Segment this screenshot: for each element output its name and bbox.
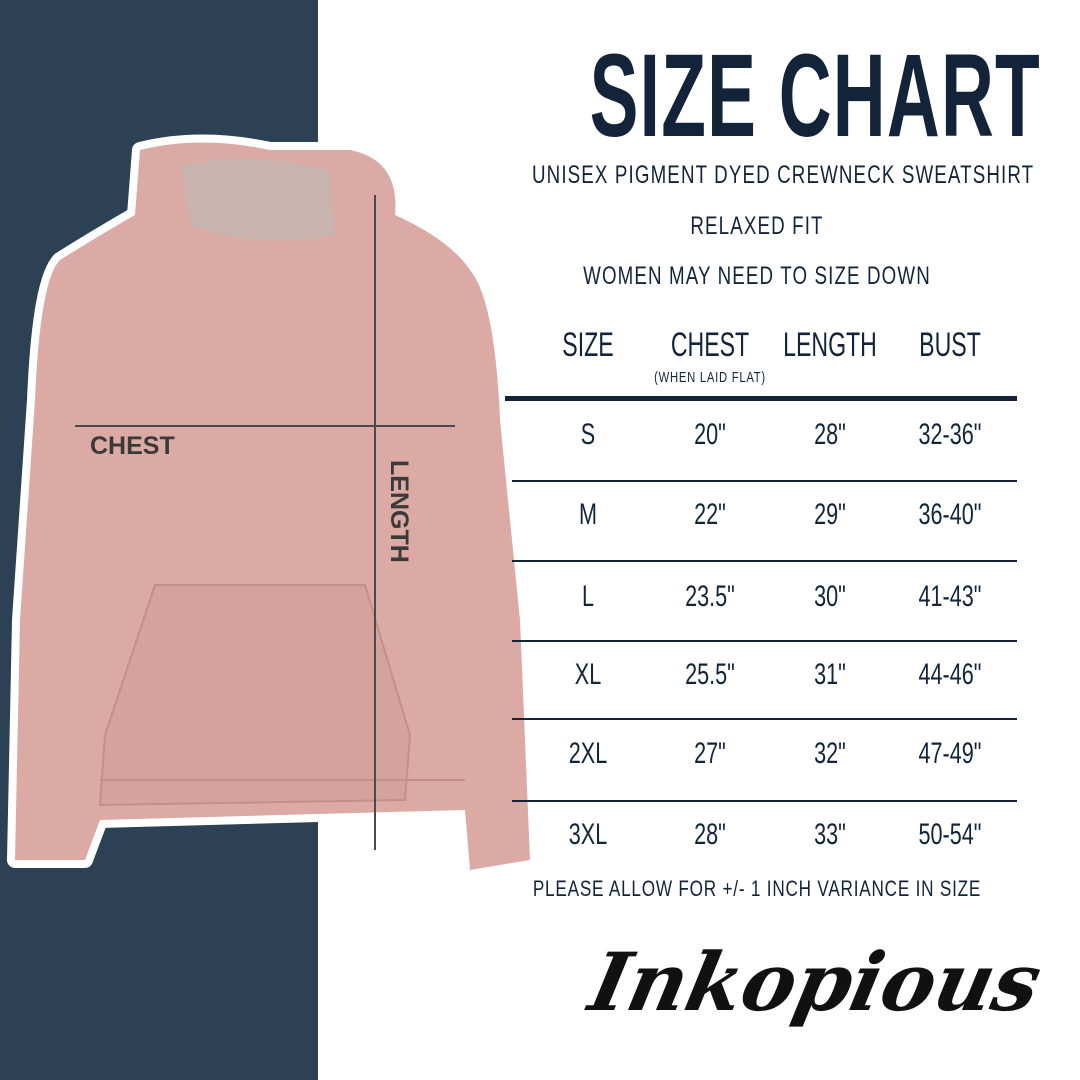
header-length: LENGTH (783, 326, 877, 364)
row-divider (512, 560, 1017, 562)
table-cell: 3XL (568, 818, 608, 851)
table-cell: 32-36" (918, 418, 982, 451)
subtitle-product: UNISEX PIGMENT DYED CREWNECK SWEATSHIRT (532, 161, 1035, 189)
subtitle-note: WOMEN MAY NEED TO SIZE DOWN (583, 262, 931, 290)
header-bust: BUST (919, 326, 981, 364)
table-cell: L (581, 580, 595, 613)
header-chest: CHEST (670, 326, 750, 364)
chest-note: (WHEN LAID FLAT) (654, 369, 766, 386)
table-cell: 41-43" (918, 580, 982, 613)
footnote: PLEASE ALLOW FOR +/- 1 INCH VARIANCE IN … (532, 876, 982, 901)
table-cell: 33" (814, 818, 846, 851)
table-cell: 23.5" (685, 580, 735, 613)
table-cell: 50-54" (918, 818, 982, 851)
chest-label: CHEST (90, 432, 175, 460)
table-cell: 31" (814, 658, 846, 691)
length-label: LENGTH (385, 460, 413, 563)
table-cell: 2XL (568, 737, 608, 770)
row-divider (512, 718, 1017, 720)
table-cell: 28" (694, 818, 726, 851)
table-cell: 28" (814, 418, 846, 451)
subtitle-fit: RELAXED FIT (690, 212, 824, 240)
table-cell: 20" (694, 418, 726, 451)
row-divider (512, 640, 1017, 642)
header-size: SIZE (562, 326, 614, 364)
table-cell: 36-40" (918, 498, 982, 531)
table-cell: 47-49" (918, 737, 982, 770)
table-cell: M (579, 498, 597, 531)
table-cell: 25.5" (685, 658, 735, 691)
table-cell: S (580, 418, 596, 451)
hoodie-image (7, 134, 538, 878)
table-cell: XL (574, 658, 602, 691)
header-divider (505, 396, 1017, 401)
table-cell: 27" (694, 737, 726, 770)
table-cell: 30" (814, 580, 846, 613)
table-cell: 29" (814, 498, 846, 531)
table-cell: 44-46" (918, 658, 982, 691)
row-divider (512, 800, 1017, 802)
page-title: SIZE CHART (589, 30, 1041, 162)
brand-logo: Inkopious (582, 935, 1050, 1029)
table-cell: 32" (814, 737, 846, 770)
table-cell: 22" (694, 498, 726, 531)
row-divider (512, 480, 1017, 482)
